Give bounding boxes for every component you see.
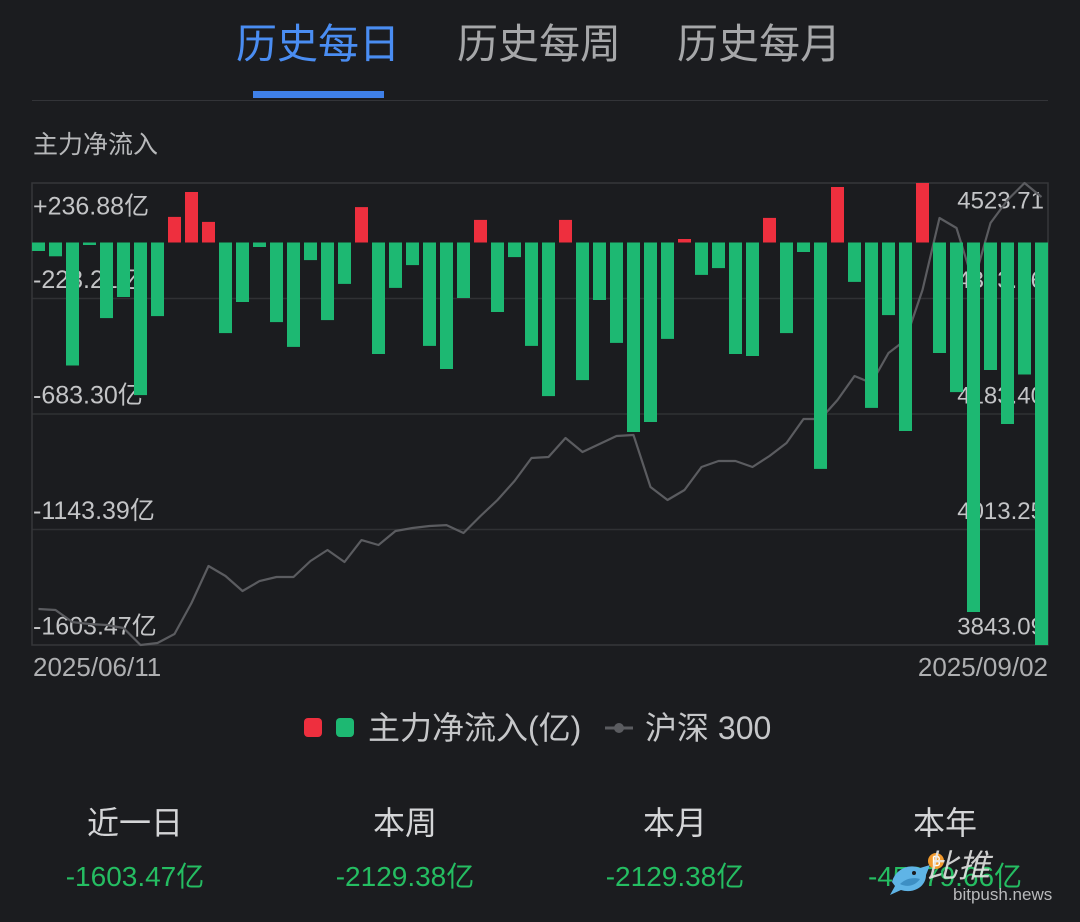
outflow-bar — [236, 242, 249, 302]
outflow-bar — [338, 242, 351, 284]
inflow-bar — [763, 217, 776, 243]
stat-label: 本周 — [372, 805, 437, 841]
outflow-bar — [780, 242, 793, 334]
stat-last-day: 近一日 -1603.47亿 — [0, 801, 270, 895]
outflow-bar — [83, 242, 96, 245]
outflow-bar — [712, 242, 725, 269]
outflow-bar — [865, 242, 878, 408]
outflow-bar — [406, 242, 419, 266]
stat-label: 本月 — [642, 805, 707, 841]
y-left-tick-label: +236.88亿 — [33, 193, 149, 221]
inflow-bar — [202, 221, 215, 243]
outflow-bar — [270, 242, 283, 323]
net-inflow-chart: +236.88亿-223.21亿-683.30亿-1143.39亿-1603.4… — [31, 181, 1049, 647]
outflow-bar — [746, 242, 759, 356]
stat-label: 近一日 — [86, 805, 183, 841]
outflow-bar — [593, 242, 606, 300]
outflow-bar — [610, 242, 623, 343]
outflow-bar — [49, 242, 62, 257]
outflow-bar — [423, 242, 436, 346]
outflow-bar — [134, 242, 147, 396]
outflow-bar — [627, 242, 640, 432]
y-left-tick-label: -683.30亿 — [33, 382, 143, 410]
legend-outflow-green-swatch — [336, 718, 354, 737]
outflow-bar — [491, 242, 504, 312]
stat-value: -1603.47亿 — [65, 861, 205, 892]
legend-line-icon — [605, 723, 633, 733]
y-right-tick-label: 3843.09 — [957, 613, 1044, 640]
watermark-domain: bitpush.news — [953, 885, 1053, 904]
bird-logo-icon — [890, 853, 944, 895]
stat-label: 本年 — [912, 805, 977, 841]
legend-net-inflow-label: 主力净流入(亿) — [368, 710, 582, 746]
tab-history-monthly[interactable]: 历史每月 — [677, 21, 841, 67]
outflow-bar — [729, 242, 742, 354]
tab-history-weekly[interactable]: 历史每周 — [457, 21, 621, 67]
outflow-bar — [219, 242, 232, 334]
outflow-bar — [287, 242, 300, 347]
outflow-bar — [1035, 242, 1048, 645]
legend-inflow-red-swatch — [304, 718, 322, 737]
outflow-bar — [661, 242, 674, 339]
outflow-bar — [984, 242, 997, 370]
inflow-bar — [678, 239, 691, 243]
outflow-bar — [253, 242, 266, 247]
outflow-bar — [457, 242, 470, 298]
outflow-bar — [967, 242, 980, 612]
x-axis-start-date: 2025/06/11 — [33, 652, 162, 682]
inflow-bar — [185, 192, 198, 243]
inflow-bar — [355, 207, 368, 243]
outflow-bar — [440, 242, 453, 369]
outflow-bar — [882, 242, 895, 316]
outflow-bar — [304, 242, 317, 261]
outflow-bar — [848, 242, 861, 282]
outflow-bar — [899, 242, 912, 431]
outflow-bar — [933, 242, 946, 353]
outflow-bar — [151, 242, 164, 317]
chart-title: 主力净流入 — [33, 131, 159, 159]
stat-value: -2129.38亿 — [335, 861, 475, 892]
watermark-brand: 比推 — [926, 848, 991, 884]
outflow-bar — [1001, 242, 1014, 424]
x-axis-end-date: 2025/09/02 — [917, 652, 1048, 682]
outflow-bar — [695, 242, 708, 275]
active-tab-indicator — [253, 91, 384, 98]
stat-value: -45379.66亿 — [867, 861, 1023, 892]
tab-history-daily[interactable]: 历史每日 — [236, 21, 400, 67]
outflow-bar — [508, 242, 521, 258]
outflow-bar — [797, 242, 810, 252]
outflow-bar — [66, 242, 79, 366]
outflow-bar — [814, 242, 827, 469]
stat-this-year: 本年 -45379.66亿 — [810, 801, 1080, 895]
y-left-tick-label: -1603.47亿 — [33, 613, 157, 641]
stat-value: -2129.38亿 — [605, 861, 745, 892]
legend-hs300-label: 沪深 300 — [645, 710, 772, 746]
stat-this-month: 本月 -2129.38亿 — [540, 801, 810, 895]
inflow-bar — [474, 219, 487, 243]
outflow-bar — [389, 242, 402, 288]
outflow-bar — [321, 242, 334, 321]
inflow-bar — [168, 216, 181, 243]
outflow-bar — [372, 242, 385, 354]
outflow-bar — [576, 242, 589, 381]
outflow-bar — [100, 242, 113, 319]
outflow-bar — [1018, 242, 1031, 375]
y-left-tick-label: -1143.39亿 — [33, 497, 155, 525]
bitcoin-badge-icon — [928, 853, 944, 869]
outflow-bar — [644, 242, 657, 422]
outflow-bar — [950, 242, 963, 393]
inflow-bar — [831, 187, 844, 243]
stat-this-week: 本周 -2129.38亿 — [270, 801, 540, 895]
tab-divider — [32, 100, 1048, 101]
outflow-bar — [525, 242, 538, 346]
outflow-bar — [32, 242, 45, 251]
outflow-bar — [117, 242, 130, 297]
inflow-bar — [916, 183, 929, 243]
outflow-bar — [542, 242, 555, 397]
inflow-bar — [559, 219, 572, 243]
